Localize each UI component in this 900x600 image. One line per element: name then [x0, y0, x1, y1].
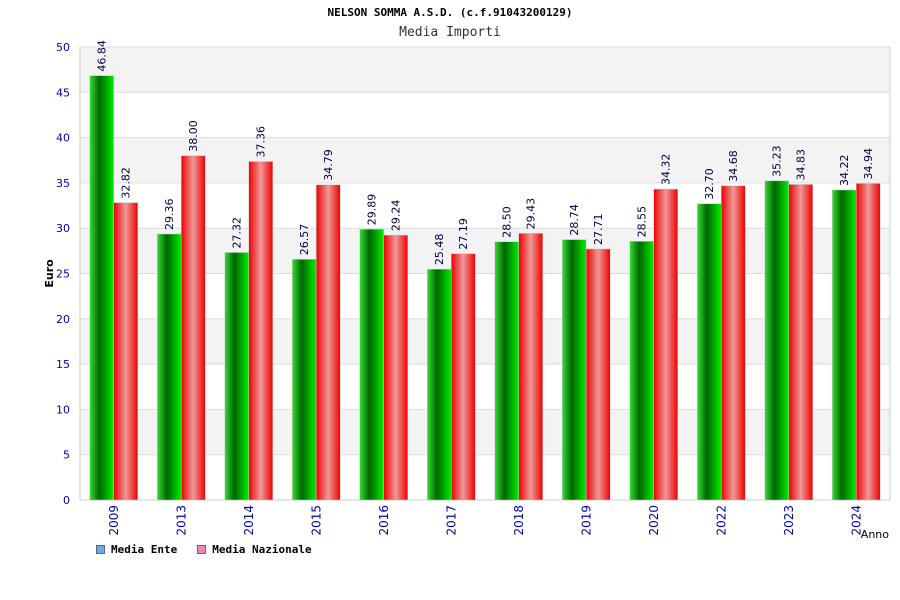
- y-tick-label: 35: [56, 177, 70, 190]
- y-tick-label: 25: [56, 268, 70, 281]
- data-label-media-ente: 35.23: [771, 145, 784, 177]
- x-tick-label: 2018: [512, 505, 526, 536]
- bar-media-ente: [629, 241, 654, 501]
- bar-media-nazionale: [721, 185, 746, 501]
- data-label-media-nazionale: 34.79: [322, 149, 335, 181]
- bar-media-nazionale: [451, 253, 476, 501]
- data-label-media-ente: 25.48: [433, 234, 446, 266]
- bar-media-ente: [697, 203, 722, 501]
- bar-media-nazionale: [856, 183, 881, 501]
- data-label-media-nazionale: 38.00: [187, 120, 200, 152]
- y-tick-label: 50: [56, 41, 70, 54]
- x-tick-label: 2022: [714, 505, 728, 536]
- x-tick-label: 2023: [782, 505, 796, 536]
- x-tick-label: 2024: [849, 505, 863, 536]
- data-label-media-nazionale: 32.82: [120, 167, 133, 199]
- data-label-media-nazionale: 27.19: [457, 218, 470, 250]
- bar-media-ente: [224, 252, 249, 501]
- bar-media-nazionale: [586, 248, 611, 501]
- y-tick-label: 45: [56, 86, 70, 99]
- y-tick-label: 40: [56, 132, 70, 145]
- bar-media-ente: [764, 180, 789, 501]
- grid-band: [80, 137, 890, 183]
- bar-media-ente: [427, 268, 452, 501]
- bar-media-nazionale: [788, 184, 813, 501]
- data-label-media-nazionale: 34.83: [795, 149, 808, 181]
- bar-media-nazionale: [113, 202, 138, 501]
- data-label-media-ente: 26.57: [298, 224, 311, 256]
- bar-media-ente: [562, 239, 587, 501]
- data-label-media-nazionale: 27.71: [592, 213, 605, 245]
- data-label-media-ente: 32.70: [703, 168, 716, 200]
- y-axis-label: Euro: [43, 259, 56, 288]
- y-tick-label: 5: [63, 449, 70, 462]
- legend-item-nazionale: Media Nazionale: [197, 543, 312, 556]
- bar-media-nazionale: [181, 155, 206, 501]
- grid-band: [80, 47, 890, 93]
- bar-media-ente: [157, 233, 182, 501]
- legend-swatch-ente: [96, 545, 105, 554]
- data-label-media-ente: 28.74: [568, 204, 581, 236]
- data-label-media-nazionale: 34.68: [727, 150, 740, 182]
- data-label-media-ente: 28.50: [501, 206, 514, 238]
- bar-media-ente: [832, 189, 857, 501]
- legend-label-ente: Media Ente: [111, 543, 178, 556]
- data-label-media-ente: 28.55: [636, 206, 649, 238]
- bar-media-nazionale: [248, 161, 273, 501]
- bar-media-ente: [494, 241, 519, 501]
- x-tick-label: 2020: [647, 505, 661, 536]
- y-tick-label: 0: [63, 494, 70, 507]
- bar-media-ente: [292, 259, 317, 501]
- bar-media-ente: [89, 75, 114, 501]
- chart-subtitle: Media Importi: [399, 25, 501, 40]
- y-tick-label: 10: [56, 403, 70, 416]
- data-label-media-ente: 29.36: [163, 198, 176, 230]
- bar-media-nazionale: [383, 234, 408, 501]
- bar-media-nazionale: [316, 184, 341, 501]
- y-tick-label: 15: [56, 358, 70, 371]
- bar-media-nazionale: [518, 233, 543, 501]
- x-tick-label: 2019: [579, 505, 593, 536]
- y-tick-label: 20: [56, 313, 70, 326]
- x-tick-label: 2017: [444, 505, 458, 536]
- data-label-media-nazionale: 34.94: [862, 148, 875, 180]
- data-label-media-ente: 27.32: [231, 217, 244, 249]
- legend-item-ente: Media Ente: [96, 543, 177, 556]
- chart-title: NELSON SOMMA A.S.D. (c.f.91043200129): [327, 6, 573, 19]
- legend: Media Ente Media Nazionale: [96, 543, 312, 556]
- data-label-media-ente: 29.89: [366, 194, 379, 226]
- grid-band: [80, 228, 890, 274]
- data-label-media-ente: 46.84: [96, 40, 109, 72]
- x-tick-label: 2009: [107, 505, 121, 536]
- x-tick-label: 2014: [242, 505, 256, 536]
- data-label-media-nazionale: 34.32: [660, 154, 673, 186]
- grid-band: [80, 409, 890, 455]
- bar-media-nazionale: [653, 188, 678, 501]
- data-label-media-nazionale: 37.36: [255, 126, 268, 158]
- x-tick-label: 2015: [309, 505, 323, 536]
- y-tick-label: 30: [56, 222, 70, 235]
- x-axis-label: Anno: [861, 528, 889, 541]
- bar-media-ente: [359, 228, 384, 501]
- legend-label-nazionale: Media Nazionale: [212, 543, 312, 556]
- legend-swatch-nazionale: [197, 545, 207, 554]
- x-tick-label: 2013: [174, 505, 188, 536]
- data-label-media-ente: 34.22: [838, 154, 851, 186]
- data-label-media-nazionale: 29.43: [525, 198, 538, 230]
- grid-band: [80, 318, 890, 365]
- x-tick-label: 2016: [377, 505, 391, 536]
- data-label-media-nazionale: 29.24: [390, 200, 403, 232]
